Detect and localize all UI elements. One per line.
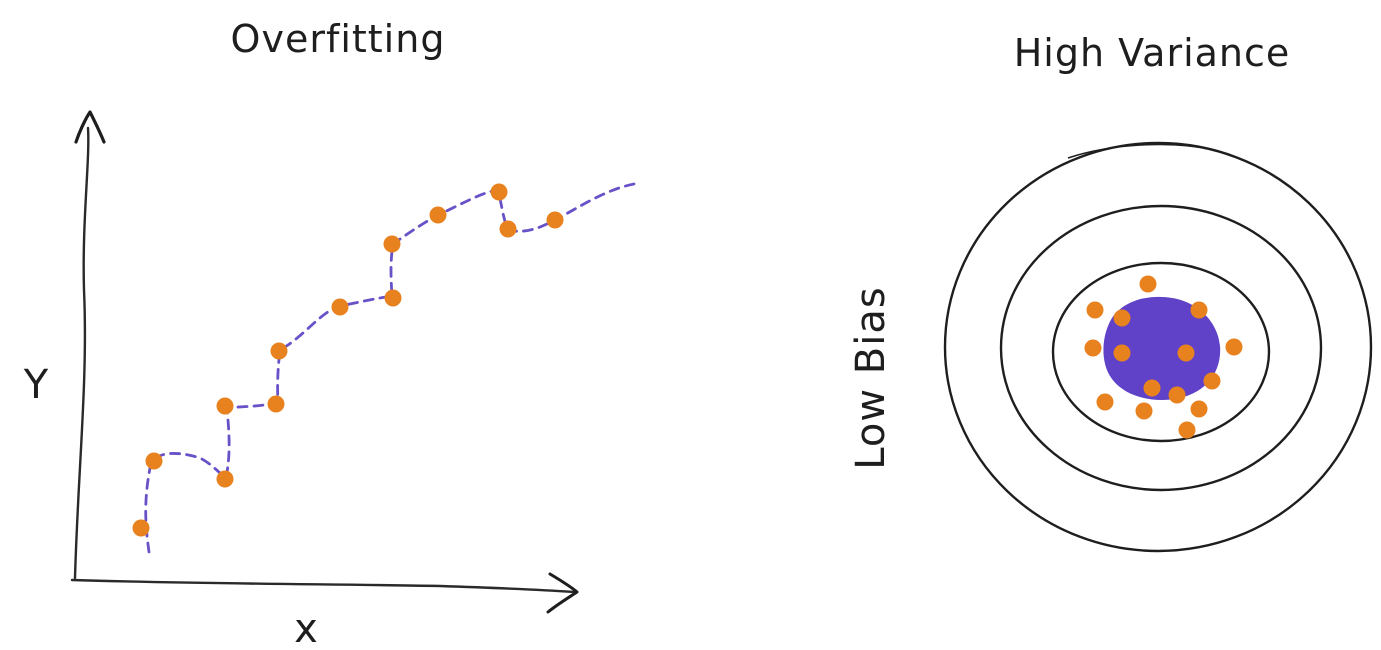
prediction-point (1168, 386, 1186, 404)
y-axis-line (73, 126, 90, 580)
prediction-point (1113, 309, 1131, 327)
outer-ring-sketch-stroke (1067, 143, 1216, 159)
data-point (384, 289, 402, 307)
prediction-point (1084, 339, 1102, 357)
prediction-point (1086, 301, 1104, 319)
y-axis-arrowhead (74, 110, 106, 144)
data-point (490, 183, 508, 201)
data-point (331, 298, 349, 316)
overfitting-title: Overfitting (231, 17, 446, 61)
prediction-point (1190, 301, 1208, 319)
data-point (145, 452, 163, 470)
data-point (267, 395, 285, 413)
overfitting-panel: Overfitting Y x (23, 17, 636, 650)
bullseye-blob (1103, 296, 1221, 400)
middle-ring (999, 204, 1323, 492)
prediction-point (1096, 393, 1114, 411)
prediction-point (1177, 344, 1195, 362)
variance-panel: High Variance Low Bias (848, 31, 1373, 553)
prediction-point (1135, 402, 1153, 420)
prediction-point (1203, 372, 1221, 390)
data-point (546, 211, 564, 229)
prediction-points (1084, 275, 1243, 439)
prediction-point (1143, 379, 1161, 397)
data-point (132, 519, 150, 537)
x-axis-line (70, 578, 576, 594)
low-bias-label: Low Bias (848, 286, 894, 469)
prediction-point (1178, 421, 1196, 439)
data-point (429, 206, 447, 224)
data-point (270, 342, 288, 360)
prediction-point (1113, 344, 1131, 362)
data-point (499, 220, 517, 238)
overfit-points (132, 183, 564, 537)
high-variance-title: High Variance (1014, 31, 1291, 75)
target-rings (943, 141, 1373, 553)
data-point (383, 235, 401, 253)
data-point (216, 470, 234, 488)
x-axis-arrowhead (546, 572, 579, 614)
outer-ring (943, 141, 1373, 553)
x-axis-label: x (294, 606, 318, 650)
prediction-point (1225, 338, 1243, 356)
prediction-point (1190, 400, 1208, 418)
prediction-point (1139, 275, 1157, 293)
y-axis-label: Y (23, 362, 49, 408)
data-point (216, 397, 234, 415)
inner-ring (1051, 261, 1271, 443)
